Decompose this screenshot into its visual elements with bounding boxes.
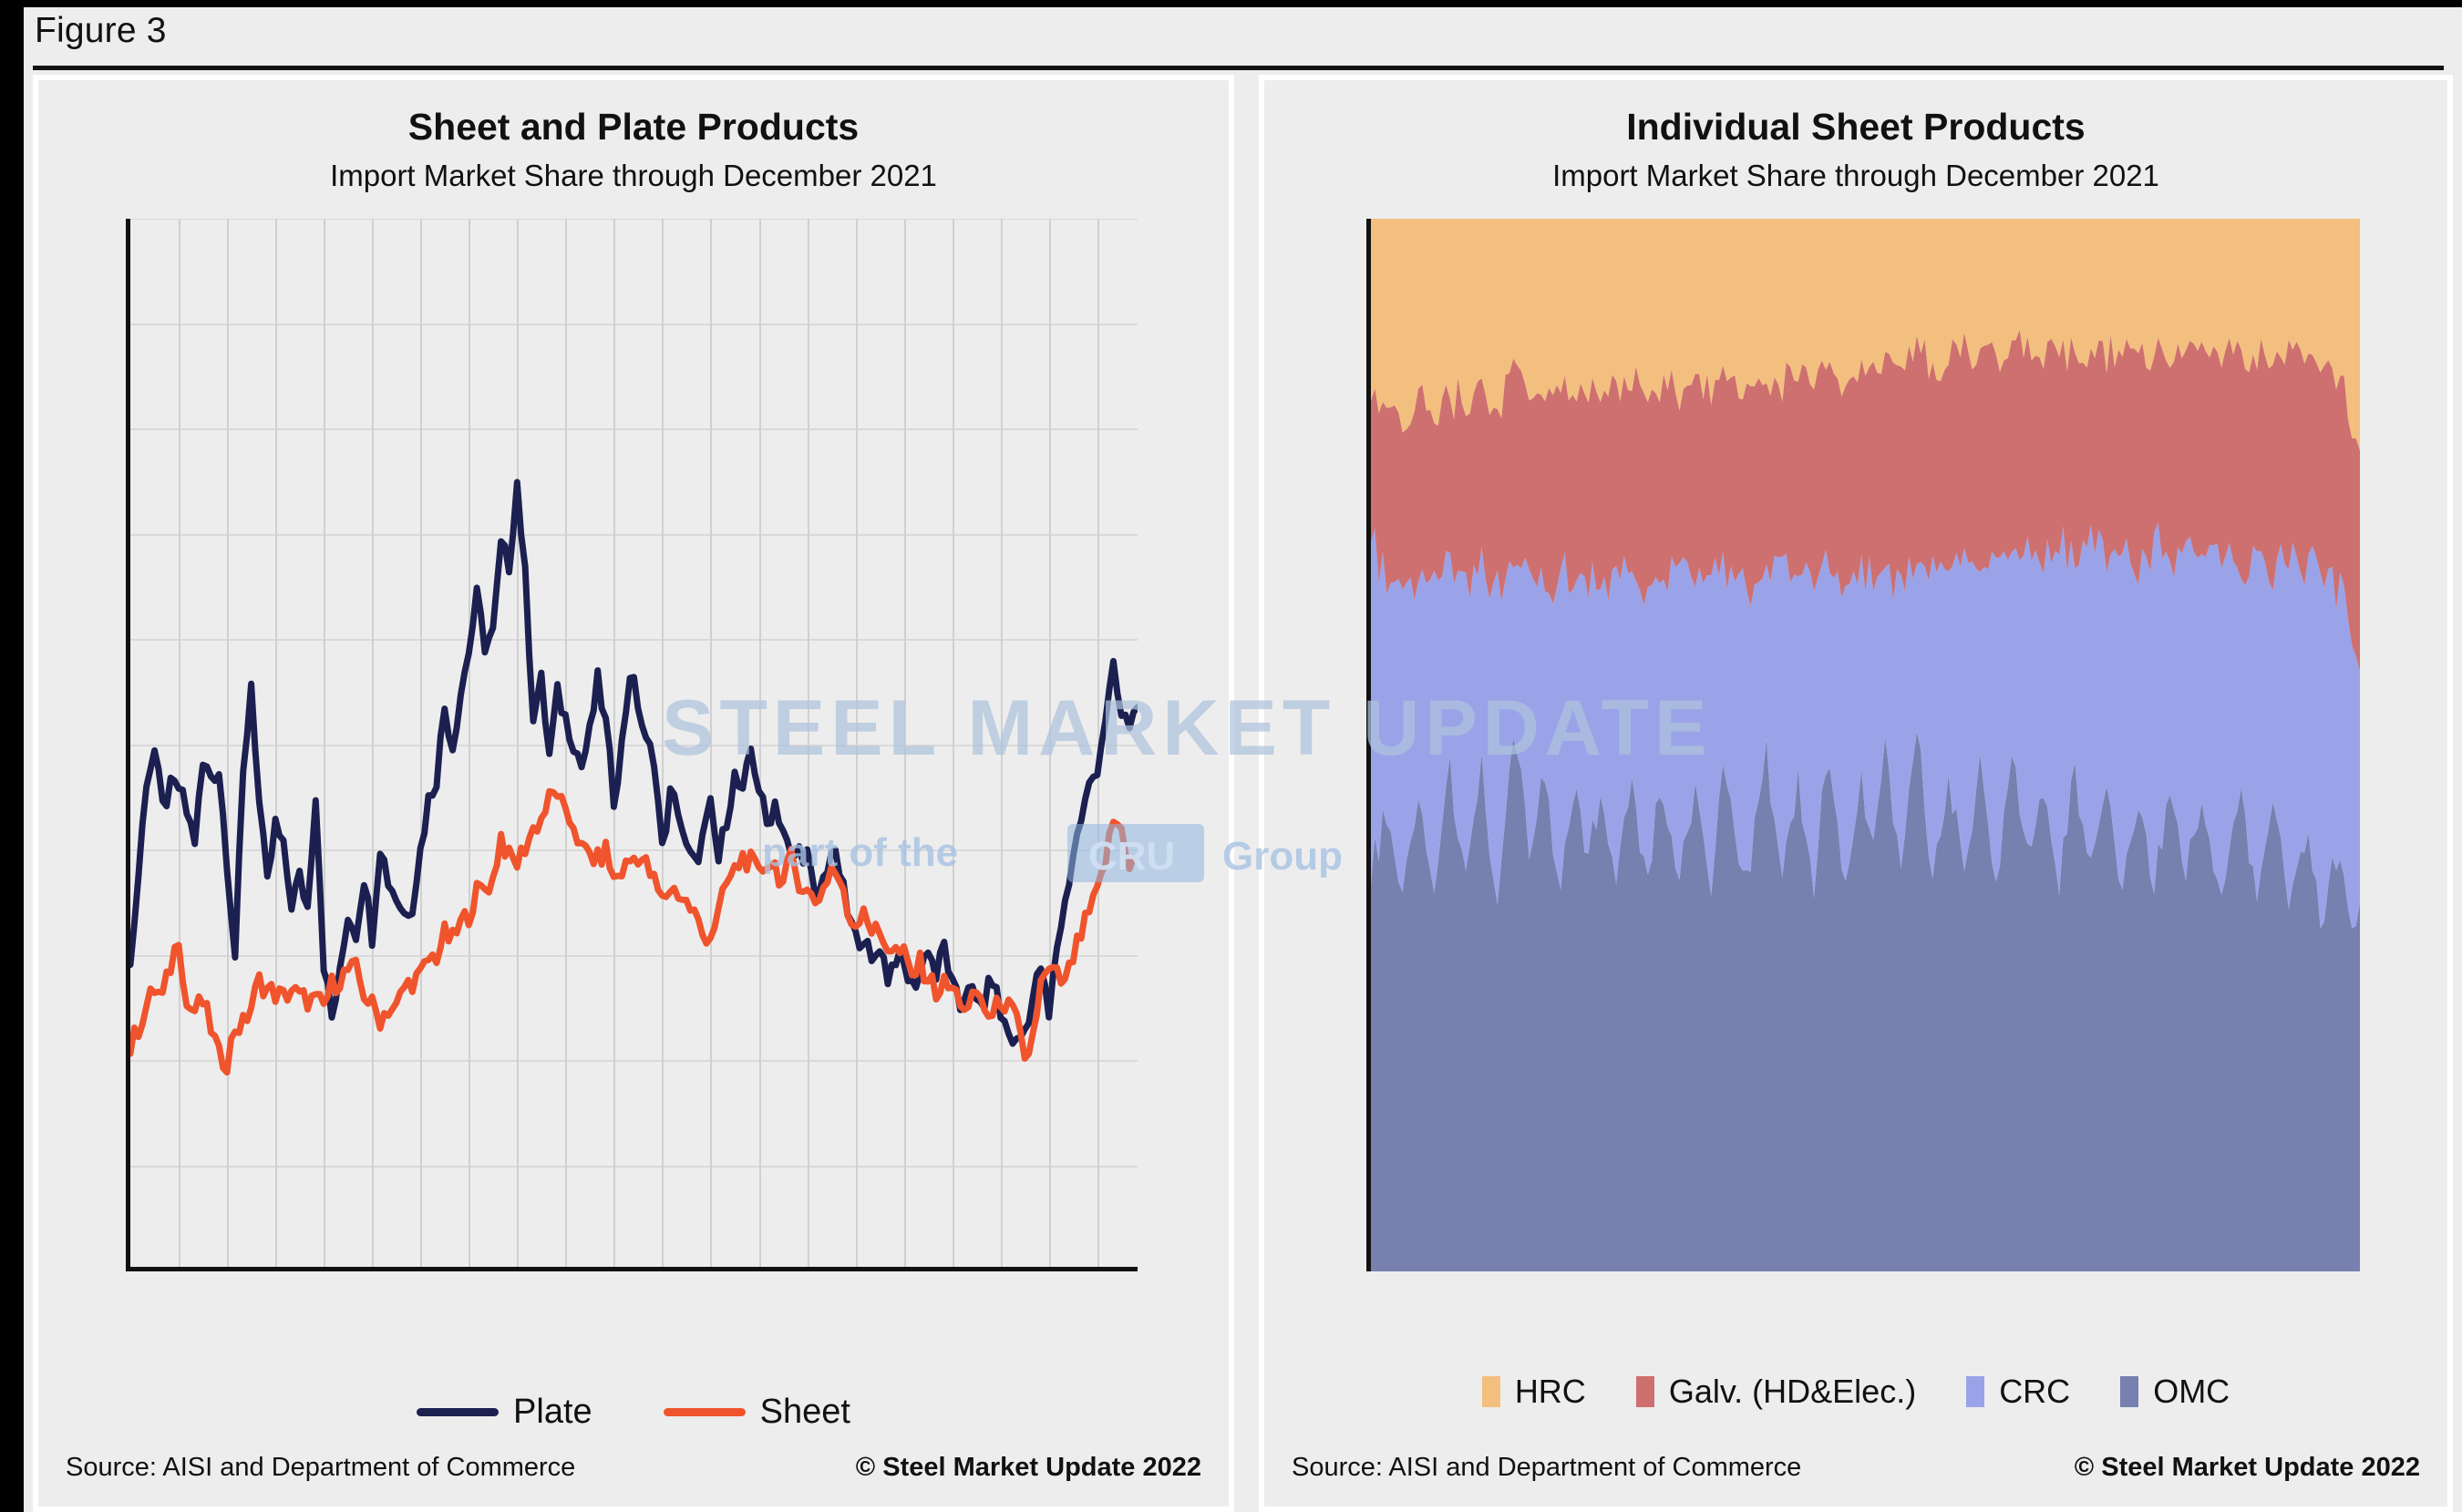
legend-label: OMC — [2153, 1373, 2230, 1410]
gridline-horizontal — [130, 954, 1138, 957]
legend-item[interactable]: Plate — [417, 1393, 592, 1432]
panel-sheet-and-plate: Sheet and Plate Products Import Market S… — [33, 75, 1234, 1512]
right-legend: HRC Galv. (HD&Elec.) CRC OMC — [1264, 1373, 2447, 1411]
legend-item[interactable]: OMC — [2120, 1373, 2230, 1411]
y-axis-line — [1366, 219, 1371, 1271]
right-source-text: Source: AISI and Department of Commerce — [1292, 1453, 1802, 1482]
panels-container: Sheet and Plate Products Import Market S… — [24, 75, 2455, 1512]
right-plot-inner: 0%10%20%30%40%50%60%70%80%90%100%2011201… — [1366, 219, 2360, 1271]
gridline-horizontal — [130, 1165, 1138, 1167]
legend-label: Galv. (HD&Elec.) — [1668, 1373, 1917, 1410]
gridline-vertical — [662, 219, 664, 1267]
legend-item[interactable]: Sheet — [663, 1393, 850, 1432]
line-series-plate — [130, 478, 1138, 1047]
gridline-horizontal — [130, 1060, 1138, 1062]
gridline-vertical — [1048, 219, 1051, 1267]
gridline-vertical — [420, 219, 423, 1267]
area-series-omc — [1371, 732, 2360, 1271]
legend-label: HRC — [1514, 1373, 1586, 1410]
gridline-vertical — [275, 219, 278, 1267]
gridline-vertical — [1000, 219, 1003, 1267]
area-series-galv-hd-elec — [1371, 329, 2360, 672]
gridline-horizontal — [130, 428, 1138, 430]
line-series-sheet — [130, 787, 1138, 1076]
gridline-vertical — [179, 219, 181, 1267]
stacked-area-canvas — [1371, 219, 2360, 1271]
area-series-crc — [1371, 521, 2360, 930]
left-footer: Source: AISI and Department of Commerce … — [66, 1453, 1201, 1483]
gridline-horizontal — [130, 533, 1138, 536]
gridline-vertical — [565, 219, 568, 1267]
left-source-text: Source: AISI and Department of Commerce — [66, 1453, 576, 1482]
legend-label: Plate — [513, 1393, 592, 1431]
y-axis-line — [126, 219, 130, 1271]
left-copyright-text: © Steel Market Update 2022 — [855, 1453, 1201, 1482]
right-footer: Source: AISI and Department of Commerce … — [1292, 1453, 2420, 1483]
legend-item[interactable]: Galv. (HD&Elec.) — [1635, 1373, 1917, 1411]
gridline-horizontal — [130, 323, 1138, 325]
gridline-horizontal — [130, 744, 1138, 746]
gridline-vertical — [855, 219, 858, 1267]
gridline-vertical — [517, 219, 520, 1267]
gridline-horizontal — [130, 639, 1138, 641]
area-series-hrc — [1371, 219, 2360, 451]
left-chart-subtitle: Import Market Share through December 202… — [330, 159, 937, 192]
header-divider — [33, 66, 2444, 70]
left-legend: Plate Sheet — [38, 1393, 1229, 1432]
legend-label: Sheet — [759, 1393, 850, 1431]
legend-color-swatch — [1635, 1376, 1654, 1407]
x-axis-line — [126, 1267, 1138, 1271]
legend-color-swatch — [1481, 1376, 1500, 1407]
right-chart-subtitle: Import Market Share through December 202… — [1552, 159, 2159, 192]
gridline-horizontal — [130, 849, 1138, 851]
line-series-canvas — [130, 478, 1138, 1076]
figure-header: Figure 3 — [24, 7, 2455, 71]
gridline-vertical — [1097, 219, 1099, 1267]
gridline-vertical — [613, 219, 616, 1267]
panel-individual-sheet: Individual Sheet Products Import Market … — [1259, 75, 2453, 1512]
right-chart-title: Individual Sheet Products — [1626, 106, 2086, 148]
right-copyright-text: © Steel Market Update 2022 — [2074, 1453, 2420, 1482]
left-plot-inner: 0%5%10%15%20%25%30%35%40%45%50%201120132… — [126, 219, 1138, 1271]
gridline-vertical — [324, 219, 326, 1267]
legend-item[interactable]: CRC — [1966, 1373, 2070, 1411]
gridline-horizontal — [130, 219, 1138, 220]
legend-line-swatch — [417, 1408, 500, 1416]
gridline-vertical — [952, 219, 954, 1267]
figure-label: Figure 3 — [35, 11, 167, 50]
legend-color-swatch — [2120, 1376, 2139, 1407]
legend-label: CRC — [1999, 1373, 2071, 1410]
legend-color-swatch — [1966, 1376, 1985, 1407]
gridline-vertical — [469, 219, 471, 1267]
gridline-vertical — [903, 219, 906, 1267]
right-plot-area: 0%10%20%30%40%50%60%70%80%90%100%2011201… — [1366, 219, 2360, 1271]
gridline-vertical — [227, 219, 230, 1267]
legend-line-swatch — [663, 1408, 746, 1416]
left-chart-title: Sheet and Plate Products — [407, 106, 860, 148]
gridline-vertical — [372, 219, 375, 1267]
left-plot-area: 0%5%10%15%20%25%30%35%40%45%50%201120132… — [126, 219, 1138, 1271]
legend-item[interactable]: HRC — [1481, 1373, 1586, 1411]
